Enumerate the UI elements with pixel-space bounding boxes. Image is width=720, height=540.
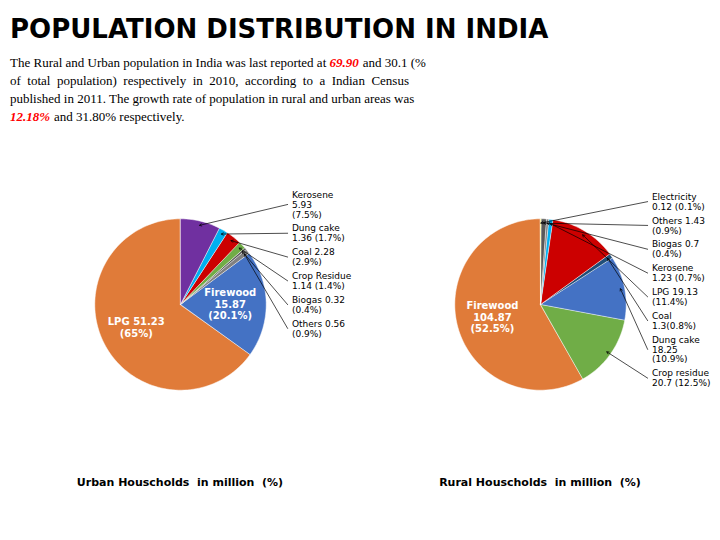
svg-text:Biogas 0.7(0.4%): Biogas 0.7(0.4%) bbox=[652, 239, 699, 259]
svg-text:Electricity0.12 (0.1%): Electricity0.12 (0.1%) bbox=[652, 192, 705, 212]
svg-text:Biogas 0.32(0.4%): Biogas 0.32(0.4%) bbox=[292, 295, 345, 315]
svg-text:LPG 19.13(11.4%): LPG 19.13(11.4%) bbox=[652, 287, 698, 307]
svg-text:Dung cake18.25(10.9%): Dung cake18.25(10.9%) bbox=[652, 335, 700, 365]
svg-text:Firewood104.87(52.5%): Firewood104.87(52.5%) bbox=[466, 300, 518, 334]
html-text:Rural Houscholds in million (%: Rural Houscholds in million (%) bbox=[439, 476, 641, 489]
svg-text:Crop residue20.7 (12.5%): Crop residue20.7 (12.5%) bbox=[652, 368, 711, 388]
svg-text:Others 1.43(0.9%): Others 1.43(0.9%) bbox=[652, 216, 705, 236]
svg-text:Others 0.56(0.9%): Others 0.56(0.9%) bbox=[292, 319, 345, 339]
svg-text:Kerosene1.23 (0.7%): Kerosene1.23 (0.7%) bbox=[652, 263, 705, 283]
html-text:12.18% and 31.80% respectively: 12.18% and 31.80% respectively. bbox=[10, 109, 185, 124]
svg-text:Dung cake1.36 (1.7%): Dung cake1.36 (1.7%) bbox=[292, 223, 345, 243]
html-text:Urban Houscholds in million (%: Urban Houscholds in million (%) bbox=[76, 476, 284, 489]
svg-text:Coal 2.28(2.9%): Coal 2.28(2.9%) bbox=[292, 247, 335, 267]
html-text:The Rural and Urban population: The Rural and Urban population in India … bbox=[10, 55, 426, 70]
svg-text:Coal1.3(0.8%): Coal1.3(0.8%) bbox=[652, 311, 696, 331]
svg-text:Firewood15.87(20.1%): Firewood15.87(20.1%) bbox=[204, 287, 256, 321]
svg-text:LPG 51.23(65%): LPG 51.23(65%) bbox=[108, 316, 165, 339]
html-text:of total population) respectiv: of total population) respectively in 201… bbox=[10, 73, 409, 88]
html-text:published in 2011. The growth: published in 2011. The growth rate of po… bbox=[10, 91, 415, 106]
svg-text:Kerosene5.93(7.5%): Kerosene5.93(7.5%) bbox=[292, 190, 334, 220]
html-text:POPULATION DISTRIBUTION IN IND: POPULATION DISTRIBUTION IN INDIA bbox=[10, 14, 549, 44]
svg-text:Crop Residue1.14 (1.4%): Crop Residue1.14 (1.4%) bbox=[292, 271, 352, 291]
